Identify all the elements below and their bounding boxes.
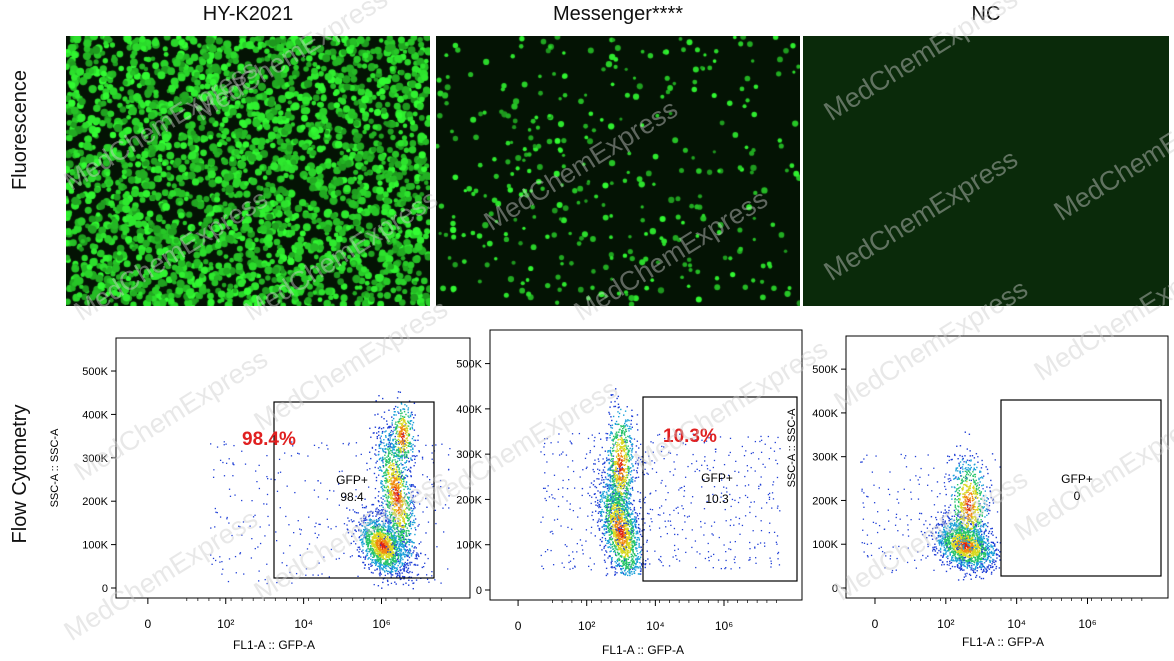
x-tick-label: 10⁶ (715, 619, 733, 633)
y-tick-label: 300K (456, 449, 482, 461)
gate-value: 10.3 (705, 492, 729, 506)
x-tick-label: 0 (145, 617, 152, 631)
y-tick-label: 0 (102, 583, 108, 595)
y-tick-label: 300K (812, 452, 838, 464)
flow-plot-nc: 0 100K 200K 300K 400K 500K 0 10² 10⁴ 10⁶ GFP+ 0 F… (786, 330, 1174, 661)
percent-label: 10.3% (663, 426, 717, 447)
y-tick-label: 200K (82, 496, 108, 508)
percent-label: 98.4% (242, 429, 296, 450)
gfp-gate (273, 401, 435, 579)
y-tick-label: 400K (82, 409, 108, 421)
plot-frame (489, 329, 803, 601)
x-axis-label: FL1-A :: GFP-A (962, 635, 1044, 649)
column-title-hy-k2021: HY-K2021 (202, 3, 294, 25)
gate-name: GFP+ (701, 471, 733, 485)
x-tick-label: 10⁴ (646, 619, 665, 633)
gate-name: GFP+ (1061, 472, 1093, 486)
row-label-flow-cytometry: Flow Cytometry (9, 404, 31, 544)
y-tick-label: 100K (812, 539, 838, 551)
flow-plot-messenger: 0 100K 200K 300K 400K 500K 0 10² 10⁴ 10⁶ 10.3% GF… (440, 325, 820, 661)
y-tick-label: 200K (812, 495, 838, 507)
micrograph-messenger (436, 36, 800, 306)
gate-value: 98.4 (340, 490, 364, 504)
y-tick-label: 300K (82, 453, 108, 465)
gfp-gate (642, 396, 798, 582)
scatter-dots (860, 431, 1002, 581)
y-axis-label: SSC-A :: SSC-A (49, 428, 61, 508)
x-tick-label: 10² (217, 617, 234, 631)
gate-name: GFP+ (336, 473, 368, 487)
x-tick-label: 10⁴ (1007, 617, 1026, 631)
y-tick-label: 200K (456, 494, 482, 506)
x-tick-label: 10² (937, 617, 954, 631)
micrograph-hy-k2021 (66, 36, 430, 306)
row-label-fluorescence: Fluorescence (9, 69, 31, 191)
column-title-nc: NC (971, 3, 1001, 25)
x-axis-label: FL1-A :: GFP-A (602, 643, 684, 657)
y-axis-label: SSC-A :: SSC-A (786, 408, 798, 488)
y-tick-label: 500K (812, 364, 838, 376)
flow-plot-hy-k2021: 0 100K 200K 300K 400K 500K 0 10² 10⁴ 10⁶ 98.4% GF… (30, 330, 471, 661)
y-tick-label: 400K (812, 408, 838, 420)
scatter-dots (540, 388, 781, 577)
x-axis-label: FL1-A :: GFP-A (233, 638, 315, 652)
scatter-dots (210, 391, 451, 590)
x-tick-label: 10² (578, 619, 595, 633)
y-tick-label: 100K (82, 540, 108, 552)
y-tick-label: 0 (476, 585, 482, 597)
gfp-gate (1000, 399, 1162, 577)
y-tick-label: 100K (456, 540, 482, 552)
x-tick-label: 10⁴ (294, 617, 313, 631)
x-tick-label: 0 (515, 619, 522, 633)
y-tick-label: 500K (456, 359, 482, 371)
micrograph-nc (803, 36, 1169, 306)
y-tick-label: 400K (456, 404, 482, 416)
gate-value: 0 (1074, 489, 1081, 503)
plot-frame (845, 335, 1169, 599)
y-tick-label: 500K (82, 366, 108, 378)
x-tick-label: 10⁶ (1078, 617, 1096, 631)
y-tick-label: 0 (832, 583, 838, 595)
column-title-messenger: Messenger**** (552, 3, 684, 25)
x-tick-label: 10⁶ (372, 617, 390, 631)
x-tick-label: 0 (872, 617, 879, 631)
